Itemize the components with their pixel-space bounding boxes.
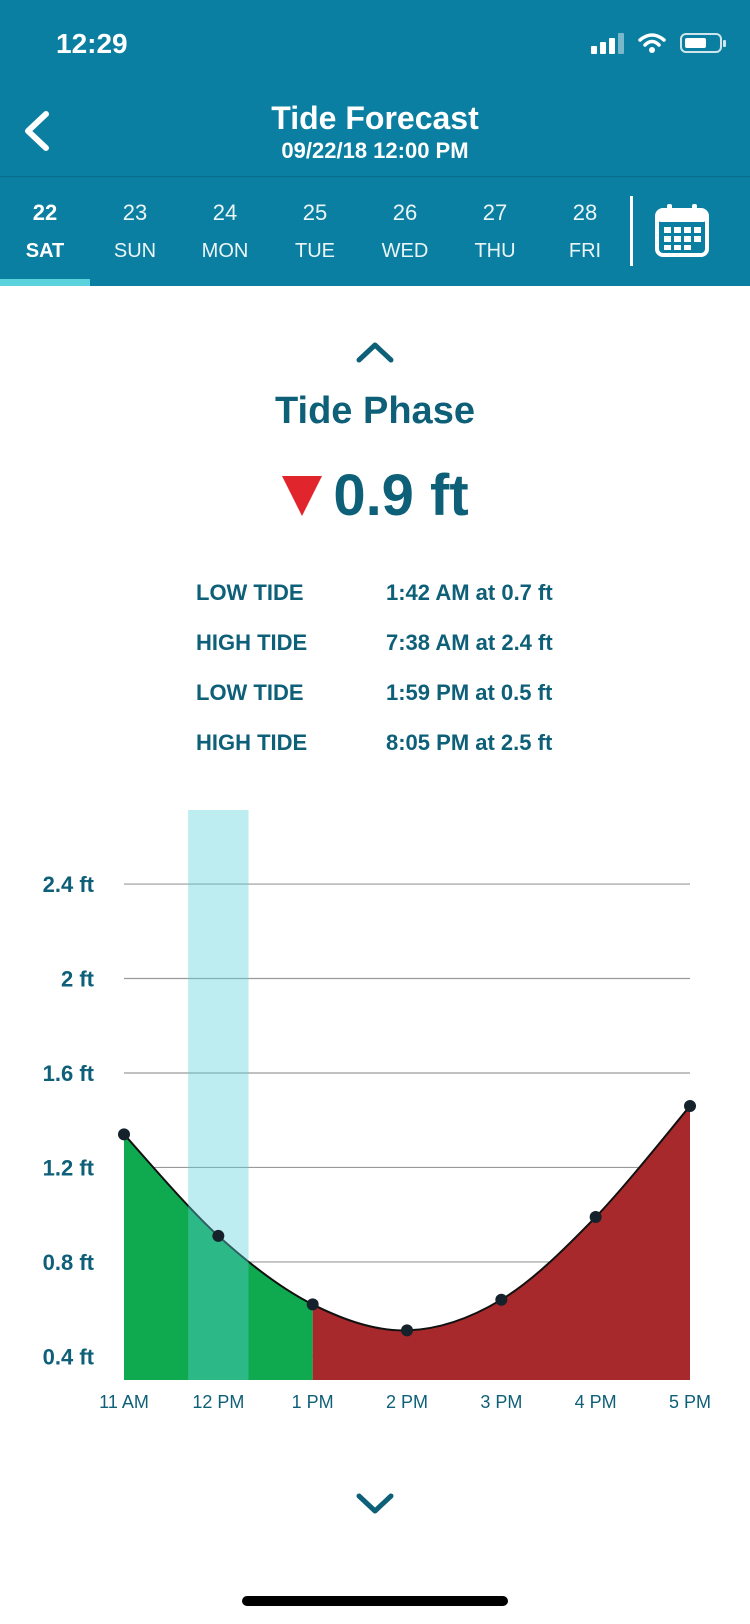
y-tick-label: 0.4 ft xyxy=(43,1344,95,1369)
tide-detail: 7:38 AM at 2.4 ft xyxy=(386,630,553,655)
tide-detail: 8:05 PM at 2.5 ft xyxy=(386,730,553,755)
tide-row: HIGH TIDE 7:38 AM at 2.4 ft xyxy=(196,630,616,680)
tide-type: LOW TIDE xyxy=(196,680,304,705)
calendar-separator xyxy=(630,196,633,266)
data-point xyxy=(306,1298,319,1311)
day-number: 28 xyxy=(572,200,598,225)
x-tick-label: 11 AM xyxy=(99,1392,149,1412)
day-number: 26 xyxy=(392,200,418,225)
day-of-week: TUE xyxy=(295,240,335,262)
day-of-week: THU xyxy=(474,240,516,262)
current-time-highlight xyxy=(188,810,249,1380)
day-number: 23 xyxy=(122,200,148,225)
chevron-down-icon[interactable] xyxy=(353,1490,397,1518)
day-tab[interactable]: 25 TUE xyxy=(270,178,360,286)
home-indicator xyxy=(242,1596,508,1606)
x-tick-label: 5 PM xyxy=(669,1392,711,1412)
day-tab[interactable]: 27 THU xyxy=(450,178,540,286)
tide-type: HIGH TIDE xyxy=(196,630,308,655)
data-point xyxy=(495,1293,508,1306)
day-of-week: WED xyxy=(381,240,429,262)
data-point xyxy=(589,1211,602,1224)
back-button[interactable] xyxy=(18,106,58,156)
chevron-up-icon[interactable] xyxy=(353,338,397,366)
x-tick-label: 4 PM xyxy=(575,1392,617,1412)
status-icons xyxy=(591,32,726,54)
x-tick-label: 12 PM xyxy=(192,1392,244,1412)
day-tab[interactable]: 23 SUN xyxy=(90,178,180,286)
tide-chart: 0.4 ft 0.8 ft 1.2 ft 1.6 ft 2 ft 2.4 ft 11 AM 1… xyxy=(43,810,711,1412)
day-of-week: FRI xyxy=(568,240,602,262)
tide-phase-value: 0.9 ft xyxy=(0,462,750,529)
y-tick-label: 2 ft xyxy=(61,967,95,992)
status-time: 12:29 xyxy=(56,28,128,59)
day-selector: 22 SAT 23 SUN 24 MON 25 TUE 26 WED 27 THU 28 FR… xyxy=(0,178,630,286)
tide-list: LOW TIDE 1:42 AM at 0.7 ft HIGH TIDE 7:38 … xyxy=(196,580,616,780)
tide-phase-title: Tide Phase xyxy=(275,390,475,432)
y-tick-label: 0.8 ft xyxy=(43,1250,95,1275)
tide-detail: 1:59 PM at 0.5 ft xyxy=(386,680,553,705)
day-number: 25 xyxy=(302,200,328,225)
x-tick-label: 1 PM xyxy=(292,1392,334,1412)
calendar-icon[interactable] xyxy=(654,202,710,258)
signal-icon xyxy=(591,32,624,54)
x-tick-label: 2 PM xyxy=(386,1392,428,1412)
day-of-week: SUN xyxy=(113,240,157,262)
header-divider xyxy=(0,176,750,177)
data-point xyxy=(684,1100,696,1113)
tide-type: HIGH TIDE xyxy=(196,730,308,755)
day-tab[interactable]: 26 WED xyxy=(360,178,450,286)
day-of-week: SAT xyxy=(25,240,65,262)
app-header: 12:29 Tide Forecast 09/22/18 12:00 PM xyxy=(0,0,750,286)
y-tick-label: 2.4 ft xyxy=(43,872,95,897)
rising-area xyxy=(312,1106,690,1380)
data-point xyxy=(401,1324,413,1337)
page-subtitle: 09/22/18 12:00 PM xyxy=(281,138,469,163)
tide-type: LOW TIDE xyxy=(196,580,304,605)
y-tick-label: 1.2 ft xyxy=(43,1155,95,1180)
tide-level: 0.9 ft xyxy=(333,463,469,528)
data-point xyxy=(118,1128,130,1141)
battery-icon xyxy=(680,33,726,53)
wifi-icon xyxy=(638,33,666,53)
tide-row: HIGH TIDE 8:05 PM at 2.5 ft xyxy=(196,730,616,780)
tide-detail: 1:42 AM at 0.7 ft xyxy=(386,580,553,605)
tide-row: LOW TIDE 1:59 PM at 0.5 ft xyxy=(196,680,616,730)
day-tab[interactable]: 28 FRI xyxy=(540,178,630,286)
falling-area xyxy=(124,1134,313,1380)
falling-arrow-icon xyxy=(282,475,323,516)
day-tab[interactable]: 24 MON xyxy=(180,178,270,286)
y-tick-label: 1.6 ft xyxy=(43,1061,95,1086)
day-of-week: MON xyxy=(201,240,249,262)
day-tab[interactable]: 22 SAT xyxy=(0,178,90,286)
day-number: 27 xyxy=(482,200,508,225)
day-number: 24 xyxy=(212,200,238,225)
page-title: Tide Forecast xyxy=(271,100,479,136)
tide-row: LOW TIDE 1:42 AM at 0.7 ft xyxy=(196,580,616,630)
x-tick-label: 3 PM xyxy=(480,1392,522,1412)
data-point xyxy=(212,1229,225,1242)
day-number: 22 xyxy=(32,200,58,225)
